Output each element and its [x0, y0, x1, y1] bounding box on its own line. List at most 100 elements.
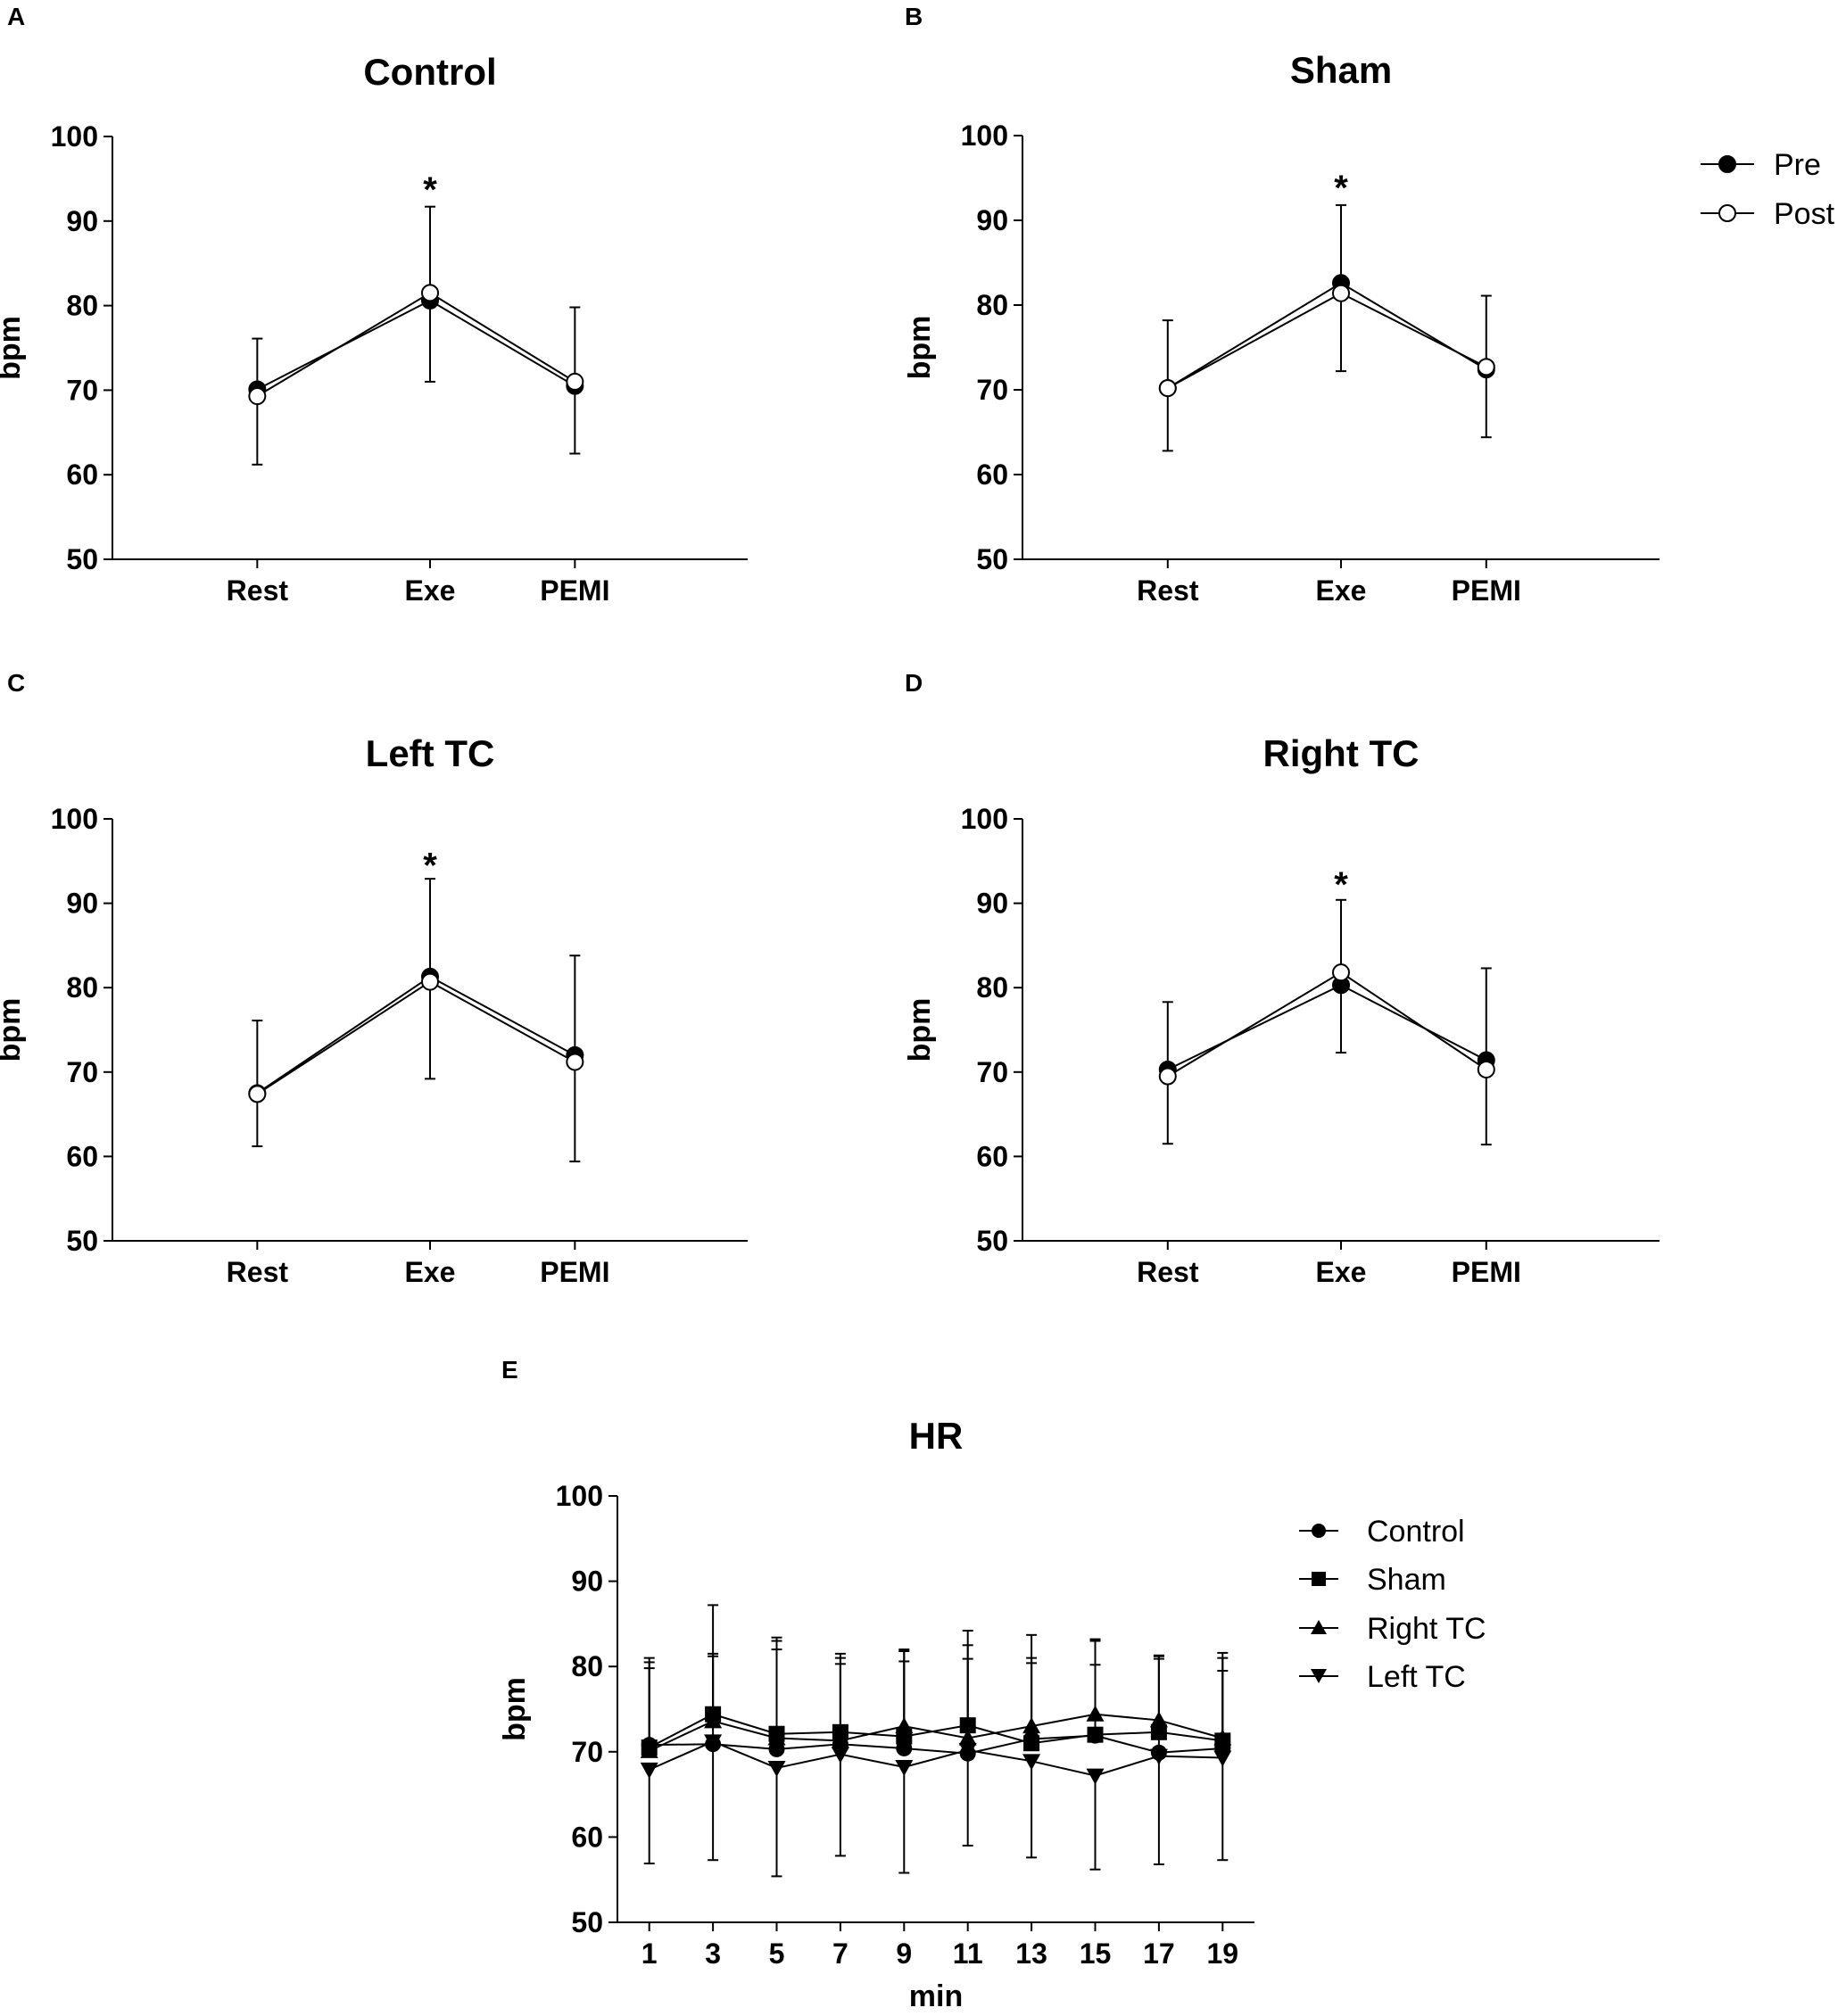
legend-label-right-tc: Right TC — [1367, 1612, 1486, 1646]
y-tick-label: 60 — [66, 1140, 98, 1172]
x-tick-label: Exe — [405, 1256, 456, 1288]
y-tick-label: 90 — [976, 204, 1008, 236]
data-point-post — [248, 1085, 267, 1103]
data-point-right-tc — [958, 1729, 977, 1746]
legend-label-sham: Sham — [1367, 1563, 1446, 1597]
y-tick-label: 60 — [976, 459, 1008, 491]
data-point-left-tc — [1149, 1748, 1168, 1765]
chart-title: Left TC — [366, 732, 495, 774]
y-axis-label: bpm — [0, 998, 27, 1062]
data-point-post — [566, 1053, 584, 1071]
x-tick-label: 11 — [953, 1938, 983, 1970]
panel-letter: B — [905, 3, 923, 30]
y-tick-label: 80 — [976, 971, 1008, 1004]
x-tick-label: 3 — [705, 1938, 721, 1970]
data-point-left-tc — [831, 1747, 849, 1764]
series-line-pre — [1167, 282, 1487, 389]
y-axis-label: bpm — [903, 316, 937, 380]
y-tick-label: 50 — [976, 1225, 1008, 1257]
legend-pre-post: Pre Post — [1701, 148, 1835, 231]
legend-label-control: Control — [1367, 1515, 1465, 1549]
chart-title: HR — [909, 1415, 964, 1457]
chart-title: Sham — [1290, 49, 1392, 91]
y-tick-label: 90 — [571, 1566, 603, 1598]
data-point-right-tc — [831, 1731, 849, 1748]
y-tick-label: 100 — [51, 120, 98, 153]
x-tick-label: 7 — [832, 1938, 848, 1970]
chart-title: Right TC — [1263, 732, 1420, 774]
y-tick-label: 90 — [66, 205, 98, 237]
series-line-control — [649, 1734, 1223, 1755]
x-tick-label: Exe — [405, 574, 456, 607]
panel-b: B Sham 50 60 70 80 90 100 bpm Rest Exe PEMI * — [903, 3, 1660, 607]
y-tick-label: 60 — [976, 1140, 1008, 1172]
data-point-post — [1477, 358, 1495, 376]
data-point-post — [1477, 1060, 1495, 1078]
panel-letter: D — [905, 669, 923, 697]
data-point-post — [1158, 379, 1177, 398]
y-tick-label: 50 — [976, 543, 1008, 575]
panel-a: A Control 50 60 70 80 90 100 bpm Rest Exe PEMI * — [0, 3, 748, 607]
series-line-post — [256, 980, 575, 1095]
legend-label-left-tc: Left TC — [1367, 1660, 1466, 1694]
legend-groups: Control Sham Right TC Left TC — [1299, 1515, 1486, 1694]
y-tick-label: 80 — [66, 290, 98, 322]
series-line-pre — [1167, 984, 1487, 1070]
data-point-left-tc — [1022, 1754, 1041, 1771]
data-point-left-tc — [767, 1760, 786, 1777]
series-line-sham — [649, 1713, 1223, 1748]
legend-marker-left-tc — [1311, 1669, 1327, 1683]
data-point-left-tc — [1213, 1750, 1232, 1767]
panel-c: C Left TC 50 60 70 80 90 100 bpm Rest Exe PEMI * — [0, 669, 748, 1288]
data-point-left-tc — [640, 1762, 658, 1779]
x-tick-label: Rest — [1137, 1256, 1199, 1288]
data-point-right-tc — [895, 1717, 914, 1734]
x-tick-label: Rest — [1137, 574, 1199, 607]
x-tick-label: PEMI — [1452, 1256, 1521, 1288]
x-tick-label: 15 — [1080, 1938, 1112, 1970]
y-tick-label: 90 — [976, 888, 1008, 920]
panel-letter: A — [7, 3, 25, 30]
y-axis-label: bpm — [903, 998, 937, 1062]
x-tick-label: 9 — [896, 1938, 912, 1970]
series-line-left-tc — [649, 1740, 1223, 1777]
y-tick-label: 80 — [66, 971, 98, 1004]
x-axis-label: min — [909, 1979, 963, 2013]
y-tick-label: 100 — [961, 120, 1008, 152]
x-tick-label: 5 — [769, 1938, 785, 1970]
x-tick-label: 19 — [1207, 1938, 1239, 1970]
legend-marker-sham — [1312, 1572, 1326, 1586]
x-tick-label: PEMI — [540, 1256, 609, 1288]
x-tick-label: Rest — [227, 1256, 289, 1288]
legend-marker-control — [1312, 1524, 1326, 1538]
series-line-post — [1167, 971, 1487, 1078]
y-tick-label: 70 — [66, 374, 98, 406]
x-tick-label: 1 — [642, 1938, 658, 1970]
y-tick-label: 100 — [556, 1480, 603, 1512]
x-tick-label: Rest — [227, 574, 289, 607]
data-point-right-tc — [767, 1729, 786, 1746]
data-point-sham — [959, 1717, 976, 1734]
data-point-left-tc — [958, 1742, 977, 1759]
x-tick-label: PEMI — [1452, 574, 1521, 607]
legend-marker-right-tc — [1311, 1620, 1327, 1634]
data-point-post — [1158, 1067, 1177, 1086]
panel-letter: E — [501, 1356, 518, 1384]
legend-label-pre: Pre — [1774, 148, 1821, 182]
data-point-sham — [1150, 1723, 1167, 1740]
panel-letter: C — [7, 669, 25, 697]
data-point-right-tc — [1086, 1705, 1105, 1722]
series-line-right-tc — [649, 1713, 1223, 1752]
data-point-post — [1332, 963, 1350, 982]
y-axis-label: bpm — [0, 316, 27, 380]
y-tick-label: 50 — [571, 1906, 603, 1938]
y-tick-label: 80 — [571, 1650, 603, 1682]
data-point-post — [248, 387, 267, 406]
x-tick-label: Exe — [1316, 1256, 1367, 1288]
y-tick-label: 90 — [66, 888, 98, 920]
y-tick-label: 70 — [976, 1056, 1008, 1088]
significance-marker: * — [1334, 169, 1348, 208]
data-point-left-tc — [704, 1734, 723, 1751]
